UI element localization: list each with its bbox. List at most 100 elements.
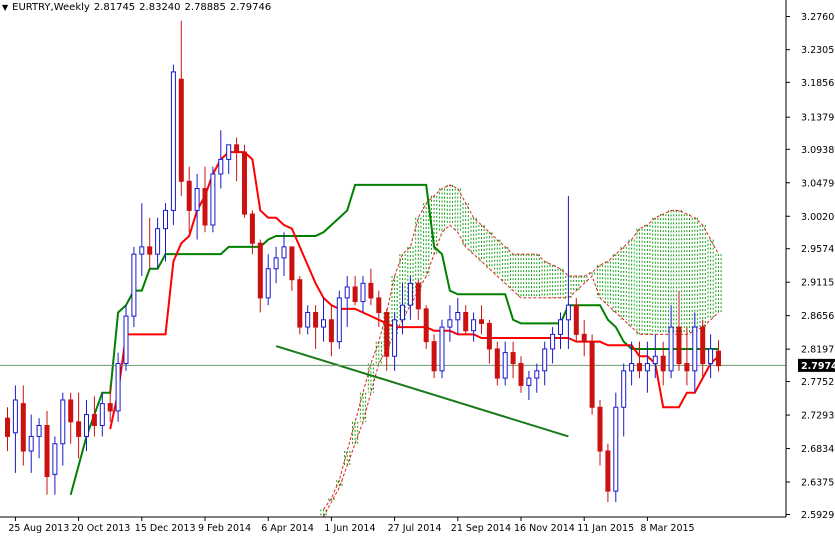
candle bbox=[163, 203, 168, 262]
candle bbox=[392, 312, 398, 371]
y-tick-label: 3.00200 bbox=[801, 212, 835, 223]
current-price-label: 2.79746 bbox=[801, 361, 835, 372]
candle-body bbox=[597, 406, 603, 452]
candle-body bbox=[676, 326, 682, 365]
senkou-span-a bbox=[323, 224, 719, 517]
candle-body bbox=[542, 348, 548, 372]
candle-body bbox=[249, 213, 255, 244]
candle bbox=[202, 166, 208, 233]
close-value: 2.79746 bbox=[229, 2, 272, 13]
x-tick-label: 27 Jul 2014 bbox=[388, 523, 442, 534]
candle bbox=[400, 283, 405, 335]
candle-body bbox=[692, 326, 698, 372]
x-tick-label: 9 Feb 2014 bbox=[198, 523, 251, 534]
candle bbox=[510, 341, 516, 379]
candle-body bbox=[76, 421, 82, 437]
y-tick-label: 2.72930 bbox=[801, 411, 835, 422]
candle-body bbox=[621, 370, 627, 408]
candle-body bbox=[526, 377, 532, 386]
candle-body bbox=[684, 363, 690, 372]
candle bbox=[376, 290, 382, 328]
x-tick-label: 15 Dec 2013 bbox=[135, 523, 196, 534]
candle bbox=[352, 276, 358, 306]
candle bbox=[344, 276, 350, 328]
candle-body bbox=[368, 282, 374, 299]
candle bbox=[297, 276, 303, 335]
candle bbox=[479, 305, 484, 335]
candle bbox=[84, 399, 89, 452]
candle bbox=[178, 20, 184, 196]
candle bbox=[637, 341, 642, 379]
candle bbox=[305, 305, 311, 335]
candle-body bbox=[131, 253, 137, 317]
x-tick-label: 8 Mar 2015 bbox=[640, 523, 694, 534]
candle bbox=[384, 308, 390, 371]
candle bbox=[534, 363, 540, 393]
y-tick-label: 2.86565 bbox=[801, 311, 835, 322]
candle bbox=[131, 246, 137, 328]
candle bbox=[107, 385, 113, 422]
candle-body bbox=[502, 352, 508, 379]
candle bbox=[660, 341, 666, 386]
candle bbox=[447, 305, 453, 342]
current-price-tag bbox=[798, 358, 835, 372]
candle bbox=[463, 305, 469, 335]
candle-body bbox=[708, 348, 714, 365]
candle bbox=[68, 392, 74, 444]
candle-body bbox=[107, 403, 113, 412]
candle bbox=[558, 312, 563, 349]
candle bbox=[242, 144, 247, 218]
candle-body bbox=[305, 311, 311, 328]
candle-body bbox=[163, 209, 168, 230]
candle-body bbox=[573, 304, 579, 335]
candle bbox=[91, 396, 97, 437]
candle bbox=[218, 130, 224, 189]
candle-body bbox=[336, 297, 342, 343]
candle-body bbox=[629, 363, 635, 372]
candle-body bbox=[147, 246, 153, 255]
candle-body bbox=[218, 158, 224, 175]
triangle-down-icon[interactable]: ▼ bbox=[2, 3, 9, 12]
candle bbox=[99, 392, 105, 437]
candle-body bbox=[234, 144, 240, 153]
candle bbox=[415, 279, 421, 320]
candle-body bbox=[123, 315, 129, 365]
candle-body bbox=[44, 425, 50, 478]
candle bbox=[573, 297, 579, 342]
candle bbox=[502, 341, 508, 386]
candle-body bbox=[170, 71, 176, 211]
candle bbox=[581, 319, 587, 357]
candle bbox=[194, 173, 200, 240]
candle-body bbox=[660, 355, 666, 372]
candle bbox=[60, 392, 66, 466]
candle-body bbox=[313, 311, 319, 328]
candle-body bbox=[115, 363, 121, 412]
candle-body bbox=[68, 399, 74, 423]
candle bbox=[313, 305, 319, 349]
candle bbox=[12, 385, 18, 473]
candle bbox=[5, 407, 10, 452]
candle-body bbox=[716, 350, 721, 367]
candle-body bbox=[407, 282, 413, 306]
candle bbox=[708, 334, 714, 379]
y-tick-label: 2.77525 bbox=[801, 377, 835, 388]
candle-body bbox=[637, 363, 642, 372]
candle bbox=[336, 290, 342, 349]
candle bbox=[455, 297, 461, 335]
tenkan-line bbox=[109, 151, 720, 430]
candle-body bbox=[360, 282, 366, 303]
candle-body bbox=[344, 286, 350, 299]
candle bbox=[629, 341, 635, 386]
candle-body bbox=[281, 246, 287, 259]
x-tick-label: 1 Jun 2014 bbox=[324, 523, 375, 534]
candle-body bbox=[565, 304, 571, 321]
candle-body bbox=[52, 443, 58, 475]
candle-body bbox=[155, 228, 161, 255]
candle-body bbox=[28, 435, 34, 452]
candle bbox=[526, 370, 532, 400]
y-tick-label: 2.68340 bbox=[801, 444, 835, 455]
candle bbox=[613, 392, 619, 503]
candle-body bbox=[423, 308, 429, 343]
